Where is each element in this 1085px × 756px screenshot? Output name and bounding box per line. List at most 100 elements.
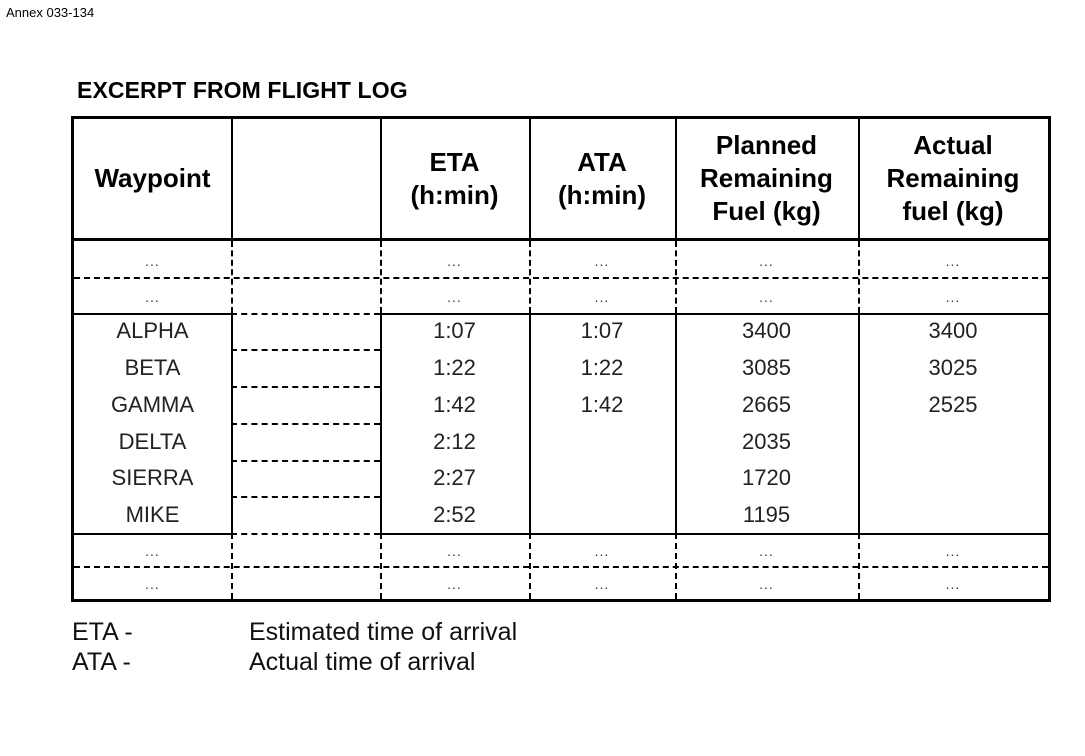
ellipsis: ... xyxy=(594,289,610,305)
header-ata-line1: ATA xyxy=(577,146,627,177)
table-row: GAMMA 1:42 1:42 2665 2525 xyxy=(74,386,1048,423)
ellipsis: ... xyxy=(759,575,774,592)
ellipsis: ... xyxy=(945,543,961,559)
row-divider xyxy=(231,533,380,535)
row-divider xyxy=(231,460,380,462)
legend-meaning-eta: Estimated time of arrival xyxy=(249,618,518,646)
divider xyxy=(675,119,677,241)
row-divider xyxy=(74,277,1048,279)
header-actual-line3: fuel (kg) xyxy=(902,196,1004,226)
waypoint-cell: ALPHA xyxy=(116,318,189,343)
ellipsis: ... xyxy=(594,253,610,269)
ellipsis: ... xyxy=(145,253,160,269)
divider xyxy=(858,119,860,241)
header-planned-line1: Planned xyxy=(715,130,818,160)
header-planned-line2: Remaining xyxy=(700,163,833,193)
row-divider xyxy=(231,496,380,498)
legend-meaning-ata: Actual time of arrival xyxy=(249,648,476,676)
divider xyxy=(529,313,531,533)
actual-fuel-cell xyxy=(858,460,1048,496)
header-ata-line2: (h:min) xyxy=(557,179,647,210)
header-ata: ATA (h:min) xyxy=(529,119,675,238)
table-row: BETA 1:22 1:22 3085 3025 xyxy=(74,349,1048,386)
ellipsis: ... xyxy=(145,543,160,559)
ellipsis: ... xyxy=(594,543,610,559)
header-waypoint: Waypoint xyxy=(74,119,231,238)
ellipsis: ... xyxy=(945,575,961,592)
header-actual-fuel: Actual Remaining fuel (kg) xyxy=(858,119,1048,238)
eta-cell: 1:22 xyxy=(433,354,476,380)
header-row: Waypoint ETA (h:min) ATA (h:min) Planned… xyxy=(74,119,1048,241)
ellipsis: ... xyxy=(945,289,961,305)
planned-fuel-cell: 3085 xyxy=(742,354,791,380)
eta-cell: 1:42 xyxy=(433,391,476,417)
actual-fuel-cell xyxy=(858,423,1048,460)
ellipsis: ... xyxy=(594,575,610,592)
planned-fuel-cell: 2035 xyxy=(742,428,791,454)
ellipsis-row: ... ... ... ... ... xyxy=(74,245,1048,277)
ellipsis: ... xyxy=(759,289,774,305)
row-divider xyxy=(231,313,380,315)
ellipsis: ... xyxy=(447,253,462,269)
row-divider xyxy=(231,349,380,351)
header-eta-line1: ETA xyxy=(429,146,480,177)
row-divider xyxy=(74,566,1048,568)
divider xyxy=(380,313,382,533)
actual-fuel-cell: 3025 xyxy=(928,354,978,380)
planned-fuel-cell: 2665 xyxy=(742,391,791,417)
planned-fuel-cell: 1720 xyxy=(742,465,791,490)
header-eta: ETA (h:min) xyxy=(380,119,529,238)
row-divider xyxy=(74,313,231,315)
eta-cell: 2:52 xyxy=(433,501,476,527)
table-row: ALPHA 1:07 1:07 3400 3400 xyxy=(74,313,1048,349)
ellipsis: ... xyxy=(447,289,462,305)
divider xyxy=(675,313,677,533)
waypoint-cell: DELTA xyxy=(118,428,187,454)
ellipsis: ... xyxy=(447,543,462,559)
table-row: MIKE 2:52 1195 xyxy=(74,496,1048,533)
ellipsis: ... xyxy=(945,253,961,269)
header-planned-line3: Fuel (kg) xyxy=(712,196,821,226)
ellipsis-row: ... ... ... ... ... xyxy=(74,281,1048,313)
divider xyxy=(858,313,860,533)
waypoint-cell: GAMMA xyxy=(110,391,195,417)
annex-label: Annex 033-134 xyxy=(6,5,95,20)
eta-cell: 1:07 xyxy=(433,318,476,343)
waypoint-cell: MIKE xyxy=(125,501,180,527)
ata-cell xyxy=(529,496,675,533)
ellipsis-row: ... ... ... ... ... xyxy=(74,535,1048,567)
divider xyxy=(529,119,531,241)
ata-cell xyxy=(529,423,675,460)
eta-cell: 2:12 xyxy=(433,428,476,454)
ellipsis: ... xyxy=(145,575,160,592)
row-divider xyxy=(231,423,380,425)
document-title: EXCERPT FROM FLIGHT LOG xyxy=(77,77,408,103)
header-waypoint-text: Waypoint xyxy=(94,163,211,193)
header-eta-line2: (h:min) xyxy=(410,179,499,210)
waypoint-cell: SIERRA xyxy=(111,465,194,490)
header-planned-fuel: Planned Remaining Fuel (kg) xyxy=(675,119,858,238)
ellipsis-row: ... ... ... ... ... xyxy=(74,568,1048,599)
ellipsis: ... xyxy=(759,253,774,269)
actual-fuel-cell xyxy=(858,496,1048,533)
row-divider xyxy=(74,533,231,535)
legend-abbr-eta: ETA - xyxy=(72,618,133,646)
ata-cell: 1:42 xyxy=(580,391,624,417)
waypoint-cell: BETA xyxy=(124,354,181,380)
ata-cell xyxy=(529,460,675,496)
header-actual-line1: Actual xyxy=(913,130,993,160)
ata-cell: 1:22 xyxy=(580,354,624,380)
actual-fuel-cell: 3400 xyxy=(928,318,978,343)
ata-cell: 1:07 xyxy=(580,318,624,343)
row-divider xyxy=(380,313,1048,315)
ellipsis: ... xyxy=(447,575,462,592)
flight-log-table: Waypoint ETA (h:min) ATA (h:min) Planned… xyxy=(71,116,1051,602)
ellipsis: ... xyxy=(759,543,774,559)
legend-abbr-ata: ATA - xyxy=(72,648,131,676)
actual-fuel-cell: 2525 xyxy=(928,391,978,417)
eta-cell: 2:27 xyxy=(433,465,476,490)
divider xyxy=(231,119,233,241)
row-divider xyxy=(380,533,1048,535)
row-divider xyxy=(231,386,380,388)
divider xyxy=(380,119,382,241)
